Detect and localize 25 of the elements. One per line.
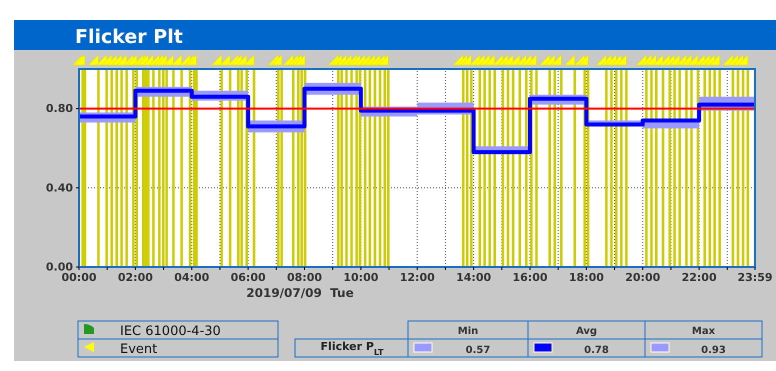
- text: 0.57: [466, 345, 490, 356]
- x-axis-title: 2019/07/09 Tue: [246, 286, 354, 300]
- x-tick-label: 10:00: [343, 270, 379, 284]
- x-tick-label: 18:00: [568, 270, 604, 284]
- text: IEC 61000-4-30: [120, 324, 221, 339]
- text: Max: [692, 326, 716, 337]
- chart-title: Flicker Plt: [75, 26, 183, 48]
- x-tick-label: 20:00: [625, 270, 661, 284]
- x-tick-label: 12:00: [400, 270, 436, 284]
- x-tick-label: 06:00: [230, 270, 266, 284]
- text: Avg: [576, 326, 598, 337]
- x-tick-label: 16:00: [512, 270, 548, 284]
- text: 0.93: [701, 345, 726, 356]
- y-tick-label: 0.80: [46, 102, 74, 116]
- text: Event: [120, 342, 158, 357]
- x-tick-label: 08:00: [286, 270, 322, 284]
- text: 0.78: [584, 345, 609, 356]
- x-tick-label: 14:00: [456, 270, 492, 284]
- x-tick-label: 02:00: [118, 270, 154, 284]
- text: Min: [458, 326, 478, 337]
- x-tick-label: 23:59: [737, 270, 773, 284]
- y-tick-label: 0.40: [46, 181, 74, 194]
- text: Flicker P$_{LT}$: [320, 340, 384, 357]
- x-tick-label: 22:00: [682, 270, 717, 284]
- x-tick-label: 04:00: [174, 270, 210, 284]
